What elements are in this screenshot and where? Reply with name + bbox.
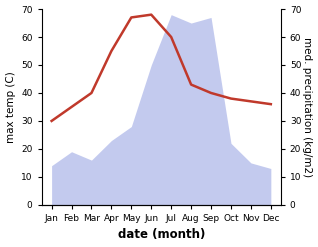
Y-axis label: max temp (C): max temp (C) (5, 71, 16, 143)
Y-axis label: med. precipitation (kg/m2): med. precipitation (kg/m2) (302, 37, 313, 177)
X-axis label: date (month): date (month) (118, 228, 205, 242)
